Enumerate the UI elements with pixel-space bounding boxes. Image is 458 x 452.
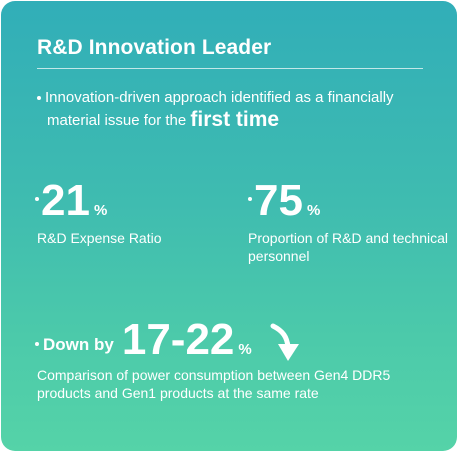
stat-power-reduction: Down by 17-22%: [35, 318, 252, 362]
stat-unit: %: [93, 202, 108, 219]
card-title: R&D Innovation Leader: [37, 36, 272, 59]
stat-rd-personnel: 75%: [248, 179, 320, 223]
intro-line-1: Innovation-driven approach identified as…: [45, 89, 394, 106]
bullet-dot-icon: [35, 342, 39, 346]
stat-value: 17-22: [121, 315, 235, 364]
bullet-dot-icon: [35, 197, 39, 201]
intro-line-2: material issue for the: [47, 112, 191, 129]
bullet-dot-icon: [37, 96, 41, 101]
title-divider: [37, 68, 423, 69]
down-arrow-icon: [269, 323, 303, 363]
intro-bullet: Innovation-driven approach identified as…: [37, 87, 437, 132]
intro-emphasis: first time: [190, 108, 280, 131]
bullet-dot-icon: [248, 197, 252, 201]
stat-unit: %: [306, 202, 321, 219]
stat-value: 75: [254, 176, 303, 225]
stat-label: Down by: [43, 335, 114, 354]
stat-description: Proportion of R&D and technical personne…: [248, 230, 448, 264]
stat-value: 21: [41, 176, 90, 225]
stat-rd-expense: 21%: [35, 179, 107, 223]
stat-unit: %: [238, 341, 252, 358]
stat-description: Comparison of power consumption between …: [37, 367, 391, 401]
stat-description: R&D Expense Ratio: [37, 230, 162, 246]
